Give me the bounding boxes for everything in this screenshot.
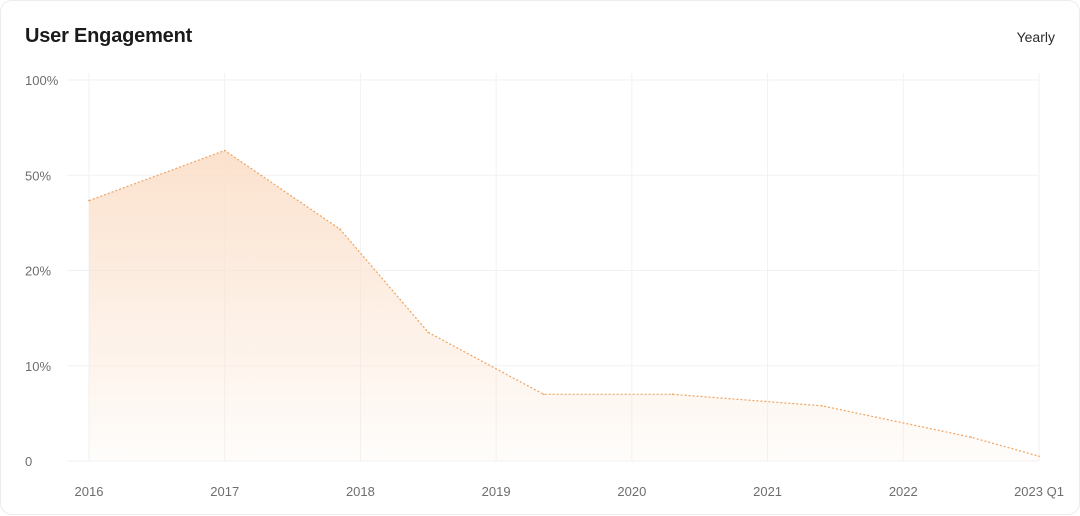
x-tick-label: 2018 [346,484,375,499]
y-tick-label: 100% [25,73,59,88]
x-tick-label: 2016 [75,484,104,499]
data-point [88,199,90,202]
data-point [427,331,430,334]
engagement-area-fill [89,150,1039,461]
data-point [671,393,674,396]
period-selector[interactable]: Yearly [1016,29,1055,45]
y-tick-label: 0 [25,454,32,469]
data-point [542,393,545,396]
x-tick-label: 2019 [482,484,511,499]
data-point [223,149,226,152]
data-point [1038,455,1040,458]
y-tick-label: 50% [25,168,51,183]
data-point [970,436,972,439]
data-point [821,405,823,407]
x-tick-label: 2017 [210,484,239,499]
chart-title: User Engagement [25,25,193,47]
y-tick-label: 20% [25,264,51,279]
data-point [339,228,341,230]
y-tick-label: 10% [25,359,51,374]
x-tick-label: 2021 [753,484,782,499]
x-tick-label: 2022 [889,484,918,499]
x-tick-label: 2020 [617,484,646,499]
x-tick-label: 2023 Q1 [1014,484,1064,499]
